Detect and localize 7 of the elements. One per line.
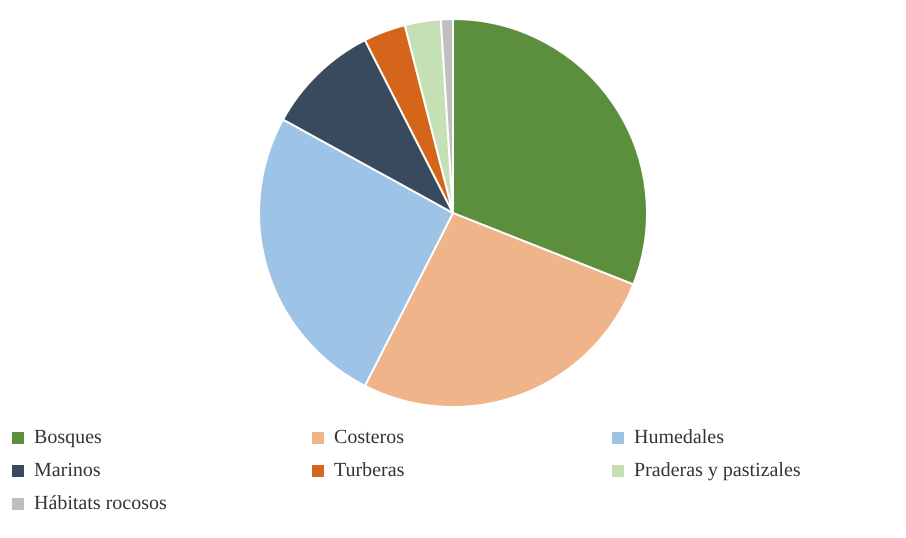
legend-label: Turberas: [334, 459, 404, 482]
legend-label: Costeros: [334, 426, 404, 449]
legend-label: Praderas y pastizales: [634, 459, 801, 482]
legend-label: Bosques: [34, 426, 102, 449]
legend-label: Hábitats rocosos: [34, 492, 167, 515]
legend-label: Humedales: [634, 426, 724, 449]
legend-label: Marinos: [34, 459, 101, 482]
